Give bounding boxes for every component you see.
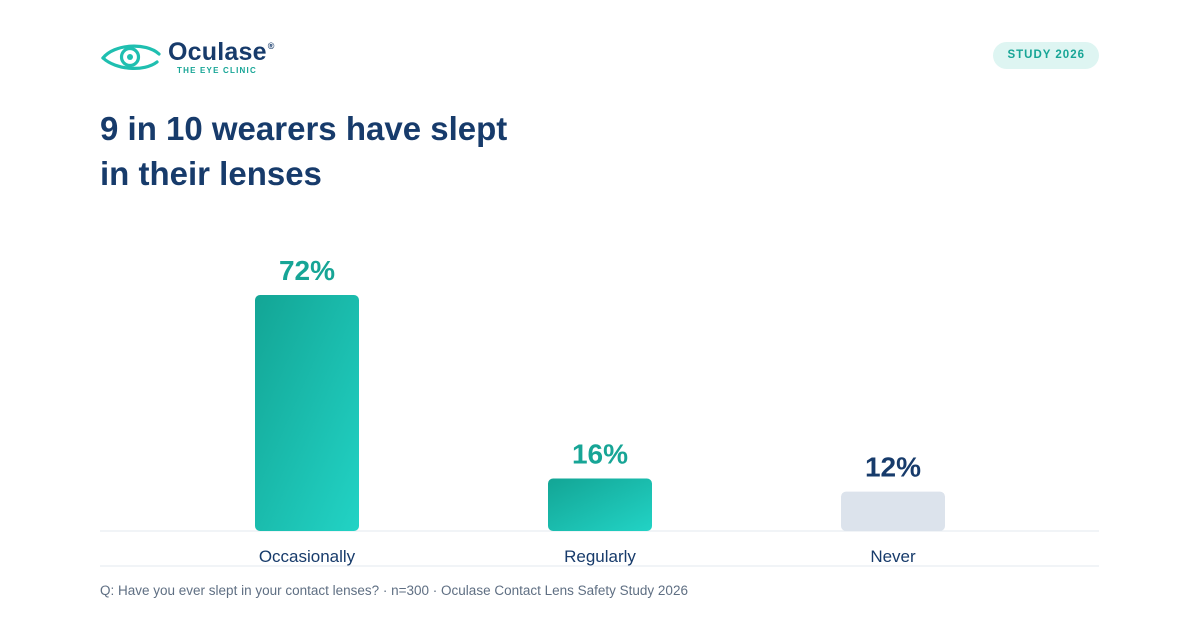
category-label-regularly: Regularly [564, 547, 636, 566]
value-label-regularly: 16% [572, 439, 628, 470]
bar-occasionally [255, 295, 359, 531]
value-label-never: 12% [865, 452, 921, 483]
study-badge: STUDY 2026 [993, 42, 1099, 69]
category-label-occasionally: Occasionally [259, 547, 356, 566]
brand-name: Oculase® [168, 38, 275, 66]
bar-regularly [548, 478, 652, 531]
brand-tagline: THE EYE CLINIC [177, 66, 257, 75]
title-line-1: 9 in 10 wearers have slept [100, 110, 508, 147]
eye-logo-icon [101, 44, 161, 70]
category-label-never: Never [870, 547, 916, 566]
value-label-occasionally: 72% [279, 255, 335, 286]
page-title: 9 in 10 wearers have slept in their lens… [100, 106, 720, 196]
registered-mark: ® [267, 41, 275, 51]
title-line-2: in their lenses [100, 155, 322, 192]
brand-logo: Oculase® THE EYE CLINIC [100, 38, 300, 78]
chart-footnote: Q: Have you ever slept in your contact l… [100, 583, 688, 598]
bar-never [841, 491, 945, 531]
